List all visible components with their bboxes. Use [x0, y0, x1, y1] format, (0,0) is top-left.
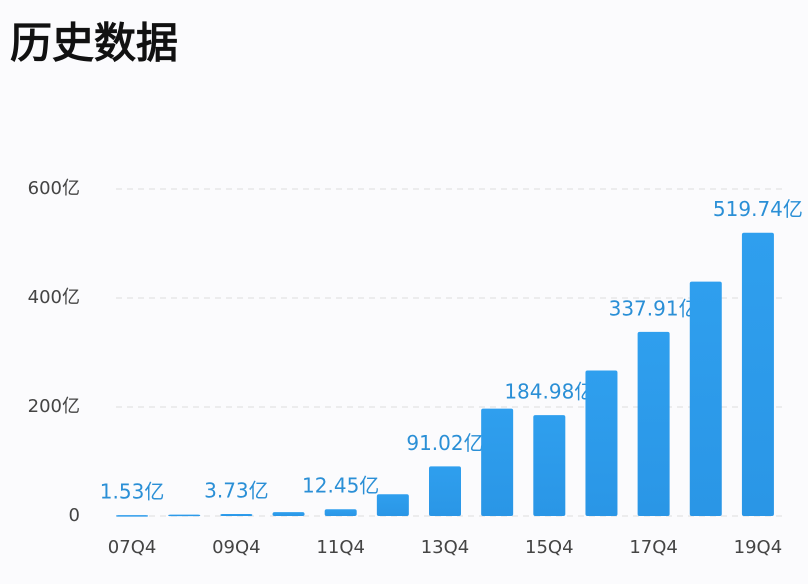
- value-label: 91.02亿: [406, 431, 483, 455]
- y-tick-label: 600亿: [28, 178, 80, 199]
- page-title: 历史数据: [10, 19, 178, 68]
- x-tick-label: 15Q4: [525, 537, 574, 558]
- value-label: 12.45亿: [302, 474, 379, 498]
- value-label: 3.73亿: [204, 478, 269, 502]
- bar: [481, 408, 514, 516]
- bar: [741, 232, 774, 516]
- bar: [533, 415, 566, 516]
- bar: [272, 512, 305, 516]
- x-tick-label: 13Q4: [421, 537, 470, 558]
- bar: [585, 370, 618, 516]
- value-label: 519.74亿: [713, 197, 803, 221]
- x-tick-label: 07Q4: [108, 537, 157, 558]
- y-tick-label: 200亿: [28, 396, 80, 417]
- bar: [168, 514, 201, 517]
- x-tick-label: 09Q4: [212, 537, 261, 558]
- bar: [376, 494, 409, 516]
- bar: [116, 515, 149, 517]
- value-label: 337.91亿: [609, 296, 699, 320]
- bar: [429, 466, 461, 516]
- x-tick-label: 19Q4: [734, 537, 783, 558]
- value-label: 184.98亿: [504, 380, 594, 404]
- bar: [637, 331, 670, 516]
- value-label: 1.53亿: [100, 480, 165, 504]
- bar: [220, 513, 253, 516]
- x-tick-label: 11Q4: [316, 537, 365, 558]
- y-tick-label: 0: [69, 505, 80, 526]
- bar: [689, 281, 722, 516]
- x-tick-label: 17Q4: [629, 537, 678, 558]
- bar: [324, 509, 357, 516]
- y-tick-label: 400亿: [28, 287, 80, 308]
